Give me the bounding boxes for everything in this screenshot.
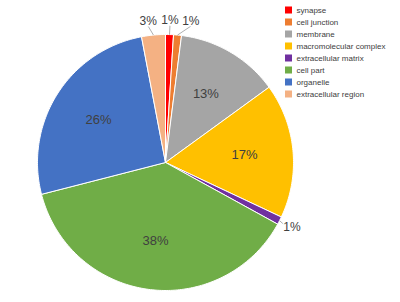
svg-text:membrane: membrane	[297, 30, 336, 39]
svg-text:synapse: synapse	[297, 6, 327, 15]
svg-text:17%: 17%	[231, 147, 257, 162]
svg-text:3%: 3%	[139, 14, 157, 28]
svg-text:13%: 13%	[193, 86, 219, 101]
svg-text:cell part: cell part	[297, 66, 326, 75]
svg-text:38%: 38%	[143, 233, 169, 248]
svg-text:organelle: organelle	[297, 78, 330, 87]
svg-text:extracellular matrix: extracellular matrix	[297, 54, 364, 63]
svg-text:1%: 1%	[283, 220, 301, 234]
svg-text:macromolecular complex: macromolecular complex	[297, 42, 386, 51]
svg-text:26%: 26%	[85, 112, 111, 127]
svg-text:cell junction: cell junction	[297, 18, 339, 27]
svg-text:1%: 1%	[182, 14, 200, 28]
svg-text:1%: 1%	[161, 13, 179, 27]
svg-text:extracellular region: extracellular region	[297, 90, 365, 99]
